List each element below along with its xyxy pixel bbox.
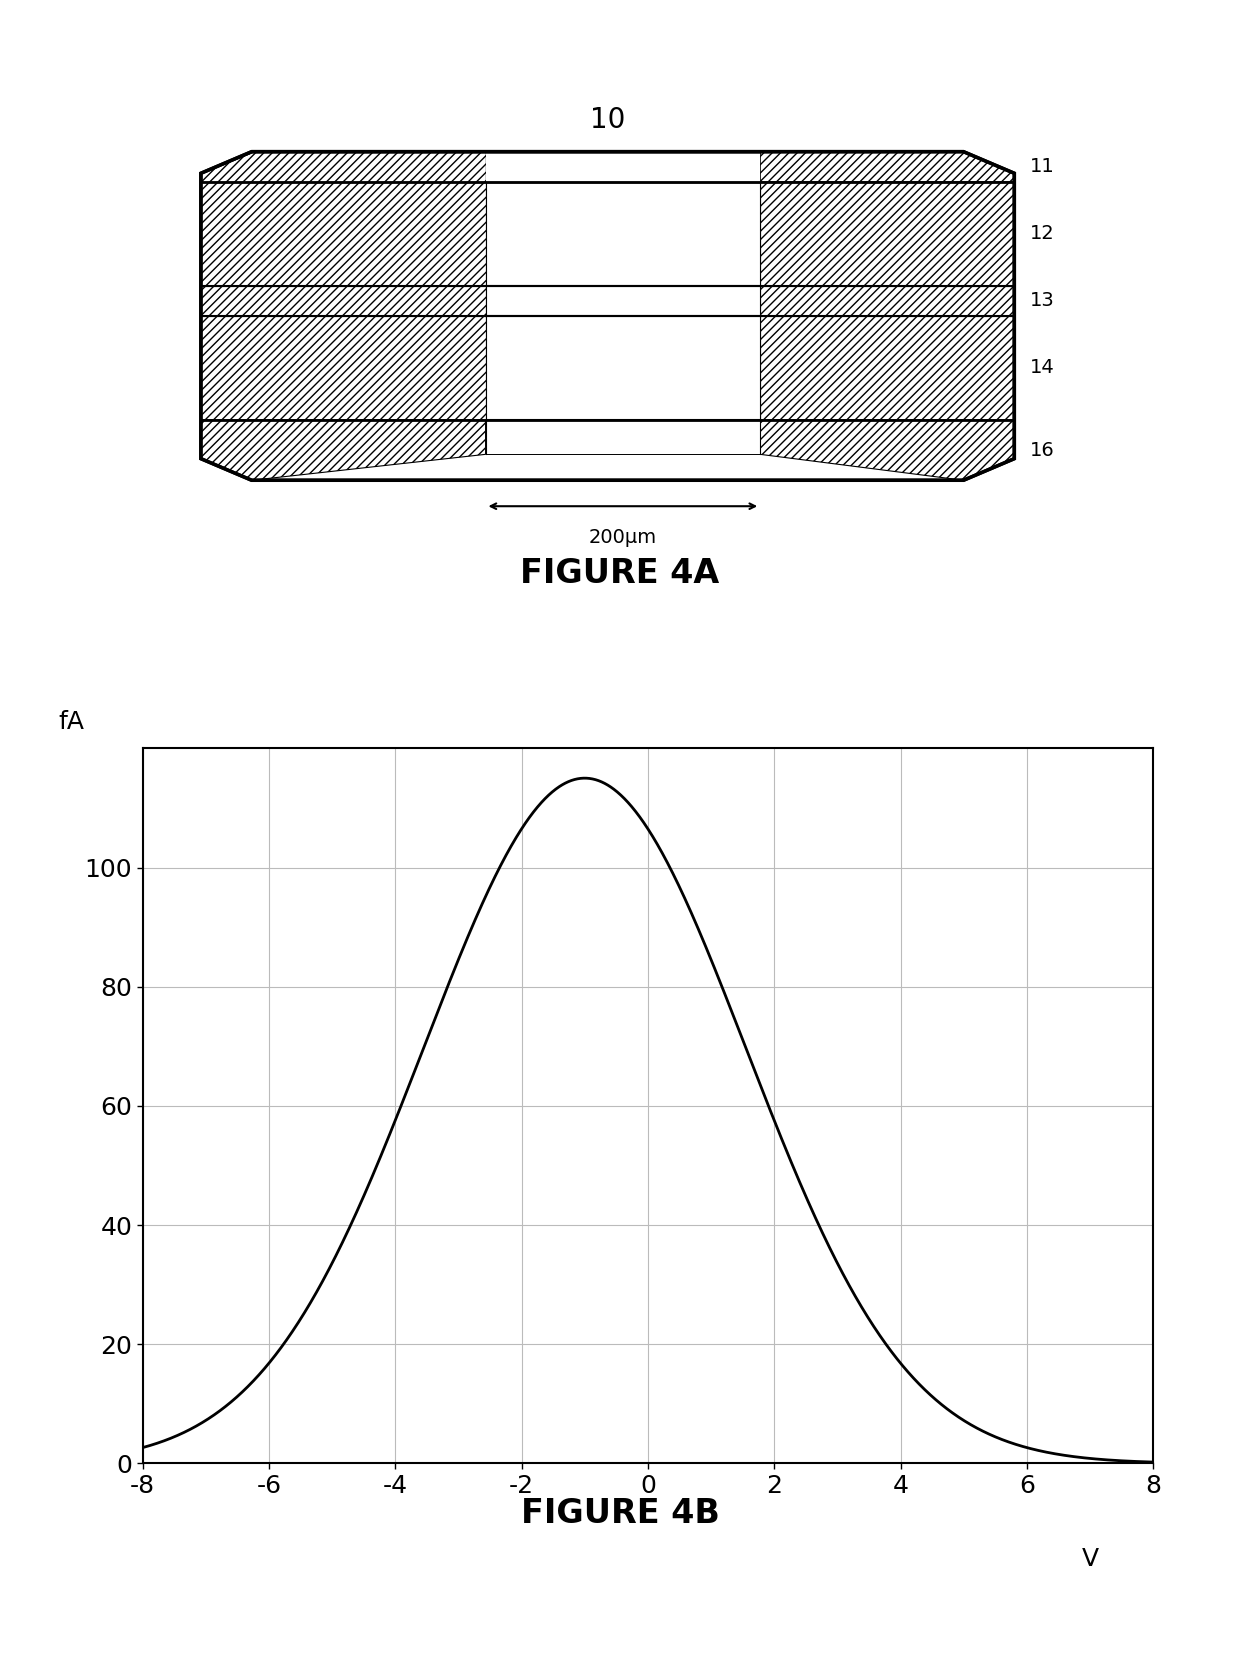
Text: FIGURE 4B: FIGURE 4B <box>521 1497 719 1530</box>
Text: FIGURE 4A: FIGURE 4A <box>521 557 719 590</box>
Polygon shape <box>201 286 486 316</box>
Polygon shape <box>760 181 1014 286</box>
Text: 10: 10 <box>590 106 625 135</box>
Text: 12: 12 <box>1029 225 1054 243</box>
Text: V: V <box>1081 1547 1099 1572</box>
Text: 14: 14 <box>1029 358 1054 378</box>
Text: fA: fA <box>58 710 84 733</box>
Polygon shape <box>201 181 486 286</box>
Polygon shape <box>760 316 1014 419</box>
Text: 13: 13 <box>1029 291 1054 311</box>
Text: 11: 11 <box>1029 158 1054 176</box>
Polygon shape <box>760 286 1014 316</box>
Text: 200μm: 200μm <box>589 527 657 547</box>
Polygon shape <box>201 316 486 419</box>
Text: 16: 16 <box>1029 441 1054 459</box>
Bar <box>486 151 760 181</box>
Bar <box>486 286 760 316</box>
Polygon shape <box>760 151 1014 181</box>
Bar <box>486 316 760 419</box>
Polygon shape <box>201 151 486 181</box>
Polygon shape <box>760 419 1014 481</box>
Bar <box>486 181 760 286</box>
Polygon shape <box>201 419 486 481</box>
Bar <box>486 419 760 454</box>
